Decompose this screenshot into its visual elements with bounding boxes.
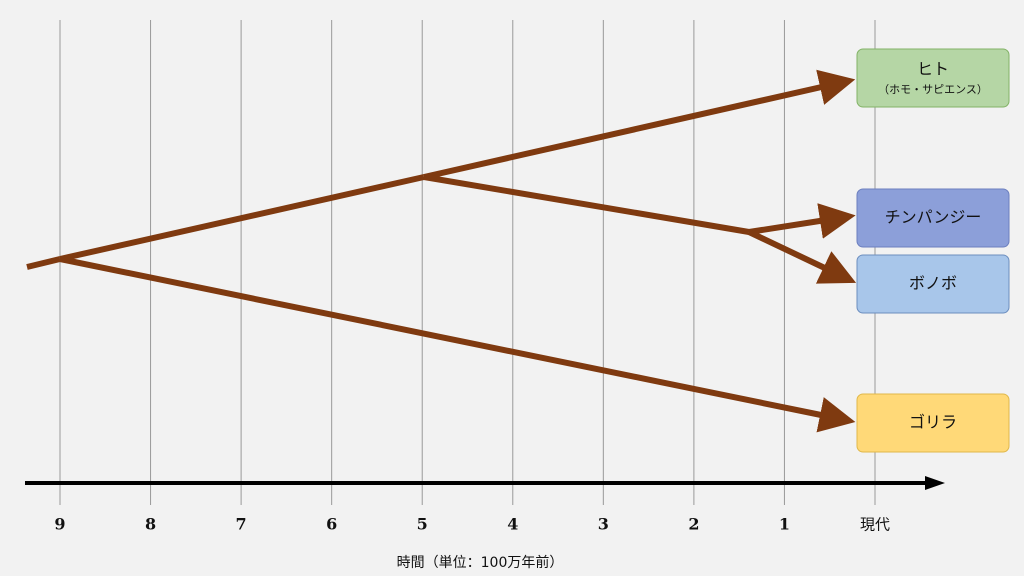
tick-label: 6 — [326, 515, 337, 534]
node-box — [856, 254, 1010, 314]
tick-label: 5 — [417, 515, 428, 534]
branch-human — [423, 69, 856, 180]
branch-gorilla — [59, 256, 856, 433]
node-box — [856, 393, 1010, 453]
node-label: ゴリラ — [909, 413, 957, 432]
node-human: ヒト （ホモ・サピエンス） — [856, 48, 1010, 108]
node-label: ヒト — [917, 60, 949, 79]
tick-label: 2 — [688, 515, 699, 534]
tick-label: 現代 — [860, 516, 890, 534]
grid — [59, 20, 876, 505]
node-sublabel: （ホモ・サピエンス） — [878, 83, 988, 96]
tick-label: 7 — [236, 515, 247, 534]
node-bonobo: ボノボ — [856, 254, 1010, 314]
branch-bonobo — [747, 229, 857, 284]
tick-labels: 9 8 7 6 5 4 3 2 1 現代 — [54, 515, 890, 534]
tick-label: 4 — [507, 515, 518, 534]
node-box — [856, 188, 1010, 248]
branch-chimp — [748, 203, 856, 239]
node-gorilla: ゴリラ — [856, 393, 1010, 453]
axis-arrowhead — [925, 476, 945, 490]
branches — [26, 69, 857, 433]
node-chimp: チンパンジー — [856, 188, 1010, 248]
root-branch — [26, 256, 61, 270]
tick-label: 9 — [54, 515, 65, 534]
tick-label: 3 — [598, 515, 609, 534]
node-label: ボノボ — [909, 274, 957, 293]
node-label: チンパンジー — [885, 208, 982, 227]
branch — [59, 174, 425, 262]
tick-label: 8 — [145, 515, 156, 534]
node-box — [856, 48, 1010, 108]
branch — [423, 174, 750, 235]
axis-label: 時間（単位：100万年前） — [397, 554, 564, 571]
tick-label: 1 — [779, 515, 790, 534]
